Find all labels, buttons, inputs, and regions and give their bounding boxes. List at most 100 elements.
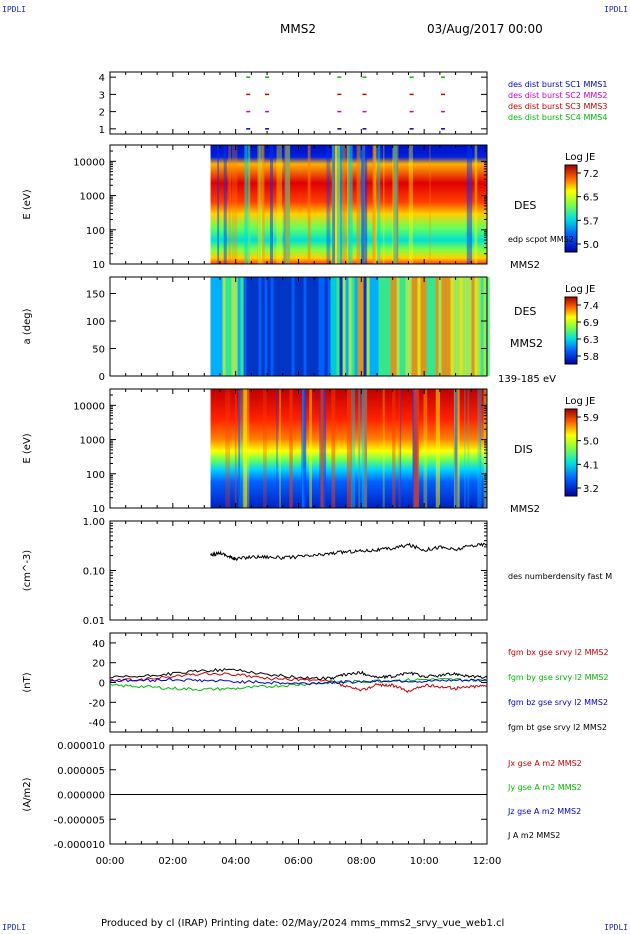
pitch-column [465,277,469,376]
series-label: des numberdensity fast M [508,572,612,581]
corner-label-bottom-right: IPDLI [604,923,629,932]
spacecraft-title: MMS2 [280,22,316,36]
y-tick-label: 100 [86,317,105,328]
pitch-column [423,277,427,376]
colorbar-title: Log JE [565,152,595,163]
pitch-column [267,277,271,376]
series-label: fgm bx gse srvy l2 MMS2 [508,648,609,657]
pitch-column [420,277,424,376]
spectrogram-stripe [303,389,307,508]
y-tick-label: -0.000010 [54,840,105,851]
colorbar-tick-label: 6.9 [583,318,599,329]
pitch-column [480,277,484,376]
spectrogram-stripe [248,145,251,264]
spectrogram-stripe [302,389,305,508]
pitch-column [342,277,346,376]
spectrogram-stripe [372,145,376,264]
y-tick-label: 4 [99,73,105,84]
y-axis-label: E (eV) [22,433,33,463]
spectrogram-stripe [408,145,413,264]
pitch-column [384,277,388,376]
spectrogram-stripe [300,389,307,508]
colorbar-tick-label: 5.0 [583,437,599,448]
pitch-column [378,277,382,376]
spectrogram-fill [210,389,488,508]
spectrogram-stripe [225,389,231,508]
pitch-column [246,277,250,376]
pitch-column [252,277,256,376]
spectrogram-stripe [361,145,368,264]
time-tick-label: 02:00 [158,856,187,867]
colorbar [564,296,578,365]
spectrogram-stripe [279,389,281,508]
pitch-column [450,277,454,376]
spectrogram-stripe [332,145,334,264]
pitch-column [441,277,445,376]
y-tick-label: 40 [92,639,105,650]
spectrogram-stripe [257,145,259,264]
panel-label: MMS2 [510,260,540,271]
pitch-column [414,277,418,376]
spectrogram-stripe [323,389,327,508]
colorbar-tick-label: 3.2 [583,484,599,495]
series-label: Jx gse A m2 MMS2 [507,759,582,768]
spectrogram-stripe [263,389,267,508]
spectrogram-stripe [357,389,361,508]
y-tick-label: 0 [99,679,105,690]
legend-entry: des dist burst SC3 MMS3 [508,102,607,111]
spectrogram-stripe [228,145,232,264]
spectrogram-stripe [346,145,350,264]
pitch-column [222,277,226,376]
panel-frame-burst [109,71,488,135]
colorbar-tick-label: 4.1 [583,460,599,471]
pitch-column [366,277,370,376]
time-tick-label: 12:00 [473,856,502,867]
spectrogram-stripe [392,389,396,508]
pitch-column [363,277,367,376]
spectrogram-stripe [348,145,353,264]
series-label: Jz gse A m2 MMS2 [507,807,581,816]
y-tick-label: -20 [89,698,105,709]
colorbar-tick-label: 5.9 [583,413,599,424]
spectrogram-stripe [342,145,346,264]
spectrogram-stripe [398,389,401,508]
y-tick-label: 2 [99,108,105,119]
y-tick-label: 100 [86,470,105,481]
spectrogram-stripe [257,145,264,264]
pitch-column [300,277,304,376]
pitch-column [399,277,403,376]
y-tick-label: 0.000010 [57,741,105,752]
spectrogram-stripe [320,389,323,508]
colorbar-tick-label: 5.8 [583,352,599,363]
series-label: Jy gse A m2 MMS2 [507,783,582,792]
spectrogram-stripe [392,389,394,508]
panel-label: edp scpot MMS2 [508,235,574,244]
series-line [109,678,488,692]
spectrogram-stripe [326,145,331,264]
y-axis-label: a (deg) [22,308,33,344]
pitch-column [387,277,391,376]
time-tick-label: 08:00 [347,856,376,867]
pitch-column [357,277,361,376]
pitch-column [261,277,265,376]
footer-text: Produced by cl (IRAP) Printing date: 02/… [101,918,505,929]
pitch-column [474,277,478,376]
panel-label: MMS2 [510,504,540,515]
pitch-column [210,277,214,376]
panel-label: MMS2 [510,337,543,350]
y-tick-label: 10 [92,260,105,271]
pitch-column [213,277,217,376]
spectrogram-stripe [356,145,360,264]
series-label: J A m2 MMS2 [507,831,560,840]
y-tick-label: -0.000005 [54,815,105,826]
pitch-column [351,277,355,376]
spectrogram-stripe [238,389,240,508]
pitch-column [294,277,298,376]
spectrogram-stripe [477,389,482,508]
spectrogram-stripe [332,145,335,264]
y-tick-label: 3 [99,90,105,101]
pitch-column [219,277,223,376]
colorbar-tick-label: 7.2 [583,169,599,180]
spectrogram-stripe [423,389,428,508]
y-tick-label: 1000 [80,436,105,447]
